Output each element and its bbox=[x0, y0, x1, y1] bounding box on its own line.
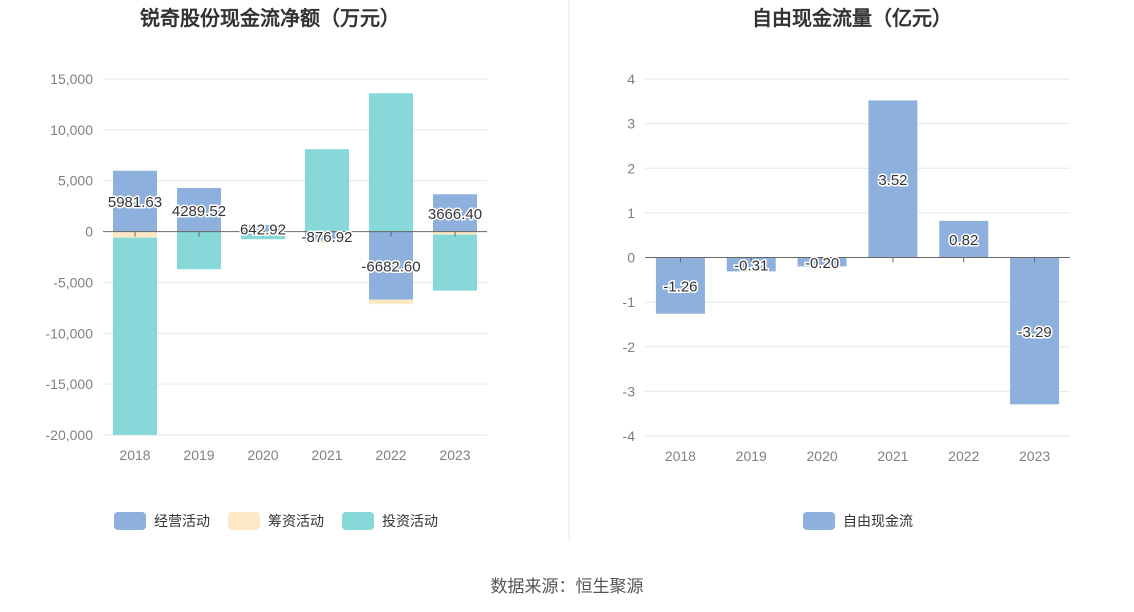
y-tick-label: -4 bbox=[623, 428, 636, 444]
bar bbox=[241, 225, 285, 232]
bar bbox=[655, 257, 705, 314]
source-note: 数据来源：恒生聚源 bbox=[491, 577, 644, 596]
bar bbox=[113, 170, 157, 232]
legend-label: 筹资活动 bbox=[268, 513, 324, 529]
bar bbox=[726, 257, 776, 272]
y-tick-label: -1 bbox=[623, 294, 636, 310]
legend-swatch bbox=[342, 512, 374, 530]
legend-label: 自由现金流 bbox=[843, 513, 913, 529]
y-tick-label: 10,000 bbox=[50, 122, 93, 138]
data-label: -1.26 bbox=[663, 279, 697, 296]
free-cash-flow-chart: 4 3 2 1 0 -1 -2 -3 -4 2018 2019 2020 2021 2022 2023 -1.… bbox=[623, 71, 1070, 530]
y-tick-label: 4 bbox=[627, 71, 635, 87]
x-tick-label: 2018 bbox=[119, 447, 150, 463]
data-label: -0.20 bbox=[805, 255, 839, 272]
data-label: 3666.40 bbox=[428, 206, 482, 223]
data-label: 0.82 bbox=[949, 232, 978, 249]
legend-label: 经营活动 bbox=[154, 513, 210, 529]
x-tick-label: 2023 bbox=[439, 447, 470, 463]
cash-flow-chart: 15,000 10,000 5,000 0 -5,000 -10,000 -15,000 -2… bbox=[46, 71, 487, 530]
bar bbox=[433, 194, 477, 232]
y-tick-label: 2 bbox=[627, 160, 635, 176]
y-tick-label: 1 bbox=[627, 205, 635, 221]
legend-swatch bbox=[803, 512, 835, 530]
bar bbox=[369, 93, 413, 232]
y-tick-label: 5,000 bbox=[58, 173, 93, 189]
x-tick-label: 2019 bbox=[736, 448, 767, 464]
data-label: -0.31 bbox=[734, 257, 768, 274]
y-tick-label: -20,000 bbox=[46, 427, 94, 443]
data-label: -6682.60 bbox=[361, 259, 420, 276]
x-tick-label: 2021 bbox=[877, 448, 908, 464]
bar bbox=[177, 231, 221, 270]
x-tick-label: 2021 bbox=[311, 447, 342, 463]
data-label: 5981.63 bbox=[108, 194, 162, 211]
y-tick-label: 0 bbox=[627, 250, 635, 266]
y-tick-label: 0 bbox=[85, 224, 93, 240]
bar bbox=[305, 149, 349, 232]
bar bbox=[113, 237, 157, 435]
bar bbox=[305, 240, 349, 244]
bar bbox=[433, 234, 477, 291]
data-label: -3.29 bbox=[1017, 324, 1051, 341]
x-tick-label: 2022 bbox=[948, 448, 979, 464]
legend-swatch bbox=[228, 512, 260, 530]
legend-swatch bbox=[114, 512, 146, 530]
y-tick-label: -3 bbox=[623, 383, 636, 399]
data-label: -876.92 bbox=[302, 229, 353, 246]
y-tick-label: -2 bbox=[623, 339, 636, 355]
x-tick-label: 2019 bbox=[183, 447, 214, 463]
x-tick-label: 2018 bbox=[665, 448, 696, 464]
data-label: 642.92 bbox=[240, 221, 286, 238]
y-tick-label: -5,000 bbox=[53, 274, 93, 290]
data-label: 3.52 bbox=[878, 172, 907, 189]
x-tick-label: 2023 bbox=[1019, 448, 1050, 464]
x-tick-label: 2020 bbox=[807, 448, 838, 464]
y-tick-label: 15,000 bbox=[50, 71, 93, 87]
x-tick-label: 2020 bbox=[247, 447, 278, 463]
y-tick-label: -15,000 bbox=[46, 376, 94, 392]
data-label: 4289.52 bbox=[172, 203, 226, 220]
bar bbox=[369, 231, 413, 300]
bar bbox=[369, 299, 413, 305]
x-tick-label: 2022 bbox=[375, 447, 406, 463]
bar bbox=[177, 187, 221, 232]
y-tick-label: 3 bbox=[627, 116, 635, 132]
bar bbox=[868, 100, 918, 258]
legend-label: 投资活动 bbox=[382, 513, 438, 529]
y-tick-label: -10,000 bbox=[46, 325, 94, 341]
bar bbox=[939, 220, 989, 258]
left-chart-title: 锐奇股份现金流净额（万元） bbox=[140, 6, 400, 30]
bar bbox=[1010, 257, 1060, 405]
right-chart-title: 自由现金流量（亿元） bbox=[752, 6, 952, 30]
